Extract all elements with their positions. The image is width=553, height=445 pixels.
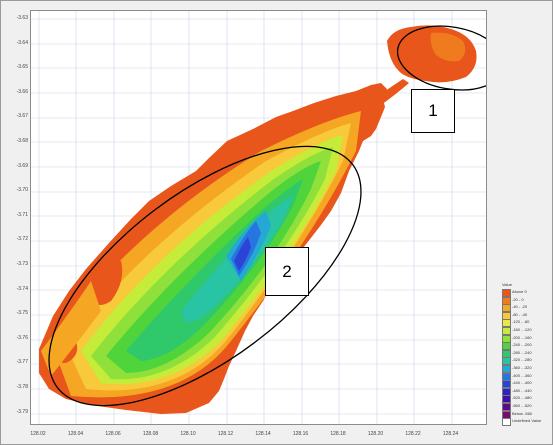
y-tick-label: -3.70	[16, 187, 28, 194]
x-tick-label: 128.18	[330, 431, 346, 437]
x-tick-label: 128.08	[142, 431, 159, 437]
legend-label: -200 - -160	[512, 334, 532, 340]
y-tick-label: -3.65	[16, 64, 28, 71]
legend-label: -400 - -360	[512, 372, 532, 378]
legend-item: Undefined Value	[502, 418, 552, 427]
legend-item: -400 - -360	[502, 372, 552, 381]
legend-label: Above 0	[512, 289, 527, 294]
bathymetry-map	[31, 11, 486, 424]
legend-item: -20 - 0	[502, 296, 552, 305]
depth-legend: Value Above 0 -20 - 0 -40 - -20 -80 - -40 -1…	[497, 282, 553, 432]
legend-item: -480 - -440	[502, 387, 552, 396]
legend-item: -320 - -280	[502, 357, 552, 366]
legend-swatch	[502, 395, 511, 404]
y-tick-label: -3.68	[16, 138, 28, 144]
y-tick-label: -3.74	[16, 285, 28, 292]
legend-swatch	[502, 296, 511, 305]
y-tick-label: -3.64	[16, 39, 28, 46]
y-tick-label: -3.72	[16, 236, 28, 243]
legend-item: -280 - -240	[502, 349, 552, 358]
x-tick-label: 128.06	[105, 431, 121, 437]
legend-swatch	[502, 380, 511, 389]
legend-item: Above 0	[502, 289, 552, 297]
legend-swatch	[502, 403, 511, 411]
legend-item: -360 - -320	[502, 365, 552, 373]
legend-item: -560 - -520	[502, 403, 552, 411]
x-tick-label: 128.10	[180, 431, 196, 437]
legend-item: -40 - -20	[502, 304, 552, 313]
legend-label: -560 - -520	[512, 403, 532, 408]
legend-swatch	[502, 304, 511, 313]
x-tick-label: 128.02	[30, 431, 46, 437]
callout-label-2: 2	[265, 247, 309, 296]
legend-label: -360 - -320	[512, 365, 532, 370]
legend-label: -240 - -200	[512, 342, 532, 348]
y-tick-label: -3.75	[16, 310, 28, 317]
y-tick-label: -3.76	[16, 334, 28, 341]
y-tick-label: -3.77	[16, 359, 28, 366]
legend-label: -20 - 0	[512, 296, 524, 302]
legend-label: -520 - -480	[512, 395, 532, 401]
legend-label: -320 - -280	[512, 357, 532, 363]
legend-label: -40 - -20	[512, 304, 528, 310]
legend-label: -440 - -400	[512, 380, 532, 386]
callout-label-1: 1	[411, 89, 455, 133]
x-tick-label: 128.14	[255, 431, 271, 437]
legend-label: -480 - -440	[512, 387, 532, 393]
legend-swatch	[502, 342, 511, 351]
x-tick-label: 128.04	[67, 431, 84, 437]
y-tick-label: -3.71	[16, 211, 28, 218]
y-tick-label: -3.66	[16, 88, 28, 95]
legend-swatch	[502, 387, 511, 396]
highlight-ellipse-2	[48, 145, 362, 407]
y-tick-label: -3.69	[16, 162, 28, 169]
legend-item: -240 - -200	[502, 342, 552, 351]
legend-label: -160 - -120	[512, 327, 532, 332]
map-plot-area[interactable]	[30, 10, 487, 425]
x-tick-label: 128.24	[442, 431, 459, 437]
legend-swatch	[502, 410, 511, 419]
legend-label: -120 - -80	[512, 319, 530, 325]
legend-swatch	[502, 349, 511, 358]
y-tick-label: -3.78	[16, 384, 28, 390]
legend-title: Value	[502, 282, 512, 287]
legend-label: -80 - -40	[512, 311, 528, 317]
legend-label: Undefined Value	[512, 418, 542, 424]
legend-item: -160 - -120	[502, 327, 552, 335]
legend-swatch	[502, 357, 511, 366]
highlight-ellipse-1	[396, 25, 486, 91]
x-tick-label: 128.12	[217, 431, 234, 437]
legend-item: -120 - -80	[502, 319, 552, 328]
y-tick-label: -3.67	[16, 113, 28, 120]
legend-swatch	[502, 365, 511, 373]
legend-swatch	[502, 289, 511, 297]
legend-swatch	[502, 311, 511, 320]
y-tick-label: -3.63	[16, 15, 28, 21]
legend-item: Below -560	[502, 410, 552, 419]
legend-label: Below -560	[512, 410, 533, 416]
x-tick-label: 128.20	[367, 431, 384, 437]
legend-swatch	[502, 327, 511, 335]
channel	[376, 79, 409, 105]
legend-swatch	[502, 372, 511, 381]
x-tick-label: 128.22	[405, 431, 421, 437]
legend-item: -440 - -400	[502, 380, 552, 389]
y-tick-label: -3.73	[16, 261, 28, 267]
legend-swatch	[502, 418, 511, 427]
legend-item: -80 - -40	[502, 311, 552, 320]
legend-label: -280 - -240	[512, 349, 532, 355]
x-tick-label: 128.16	[292, 431, 309, 437]
y-tick-label: -3.79	[16, 408, 28, 415]
legend-swatch	[502, 334, 511, 343]
legend-swatch	[502, 319, 511, 328]
legend-item: -520 - -480	[502, 395, 552, 404]
legend-item: -200 - -160	[502, 334, 552, 343]
